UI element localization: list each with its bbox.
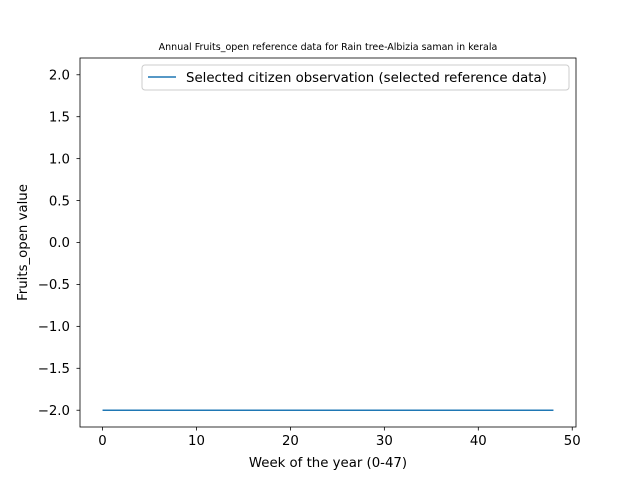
y-tick-label: 2.0 xyxy=(49,68,70,83)
chart-title: Annual Fruits_open reference data for Ra… xyxy=(159,42,498,53)
x-tick-label: 40 xyxy=(470,434,487,449)
x-tick-label: 0 xyxy=(98,434,106,449)
x-tick-label: 30 xyxy=(376,434,393,449)
y-axis-label: Fruits_open value xyxy=(16,184,31,301)
legend: Selected citizen observation (selected r… xyxy=(141,64,570,91)
legend-label: Selected citizen observation (selected r… xyxy=(186,71,547,86)
plot-area xyxy=(80,58,576,427)
x-tick-label: 50 xyxy=(564,434,581,449)
x-tick-label: 20 xyxy=(282,434,299,449)
y-tick-label: 0.5 xyxy=(49,194,70,209)
y-tick-label: −1.5 xyxy=(38,362,70,377)
y-tick-label: 1.0 xyxy=(49,152,70,167)
legend-box xyxy=(141,64,570,91)
y-tick-label: 1.5 xyxy=(49,110,70,125)
y-tick-label: −2.0 xyxy=(38,404,70,419)
x-tick-label: 10 xyxy=(188,434,205,449)
y-tick-label: 0.0 xyxy=(49,236,70,251)
y-tick-label: −0.5 xyxy=(38,278,70,293)
x-axis-ticks: 0 10 20 30 40 50 xyxy=(98,427,581,449)
y-axis-ticks: −2.0 −1.5 −1.0 −0.5 0.0 0.5 1.0 1.5 2.0 xyxy=(38,68,80,419)
y-tick-label: −1.0 xyxy=(38,320,70,335)
x-axis-label: Week of the year (0-47) xyxy=(249,456,407,471)
